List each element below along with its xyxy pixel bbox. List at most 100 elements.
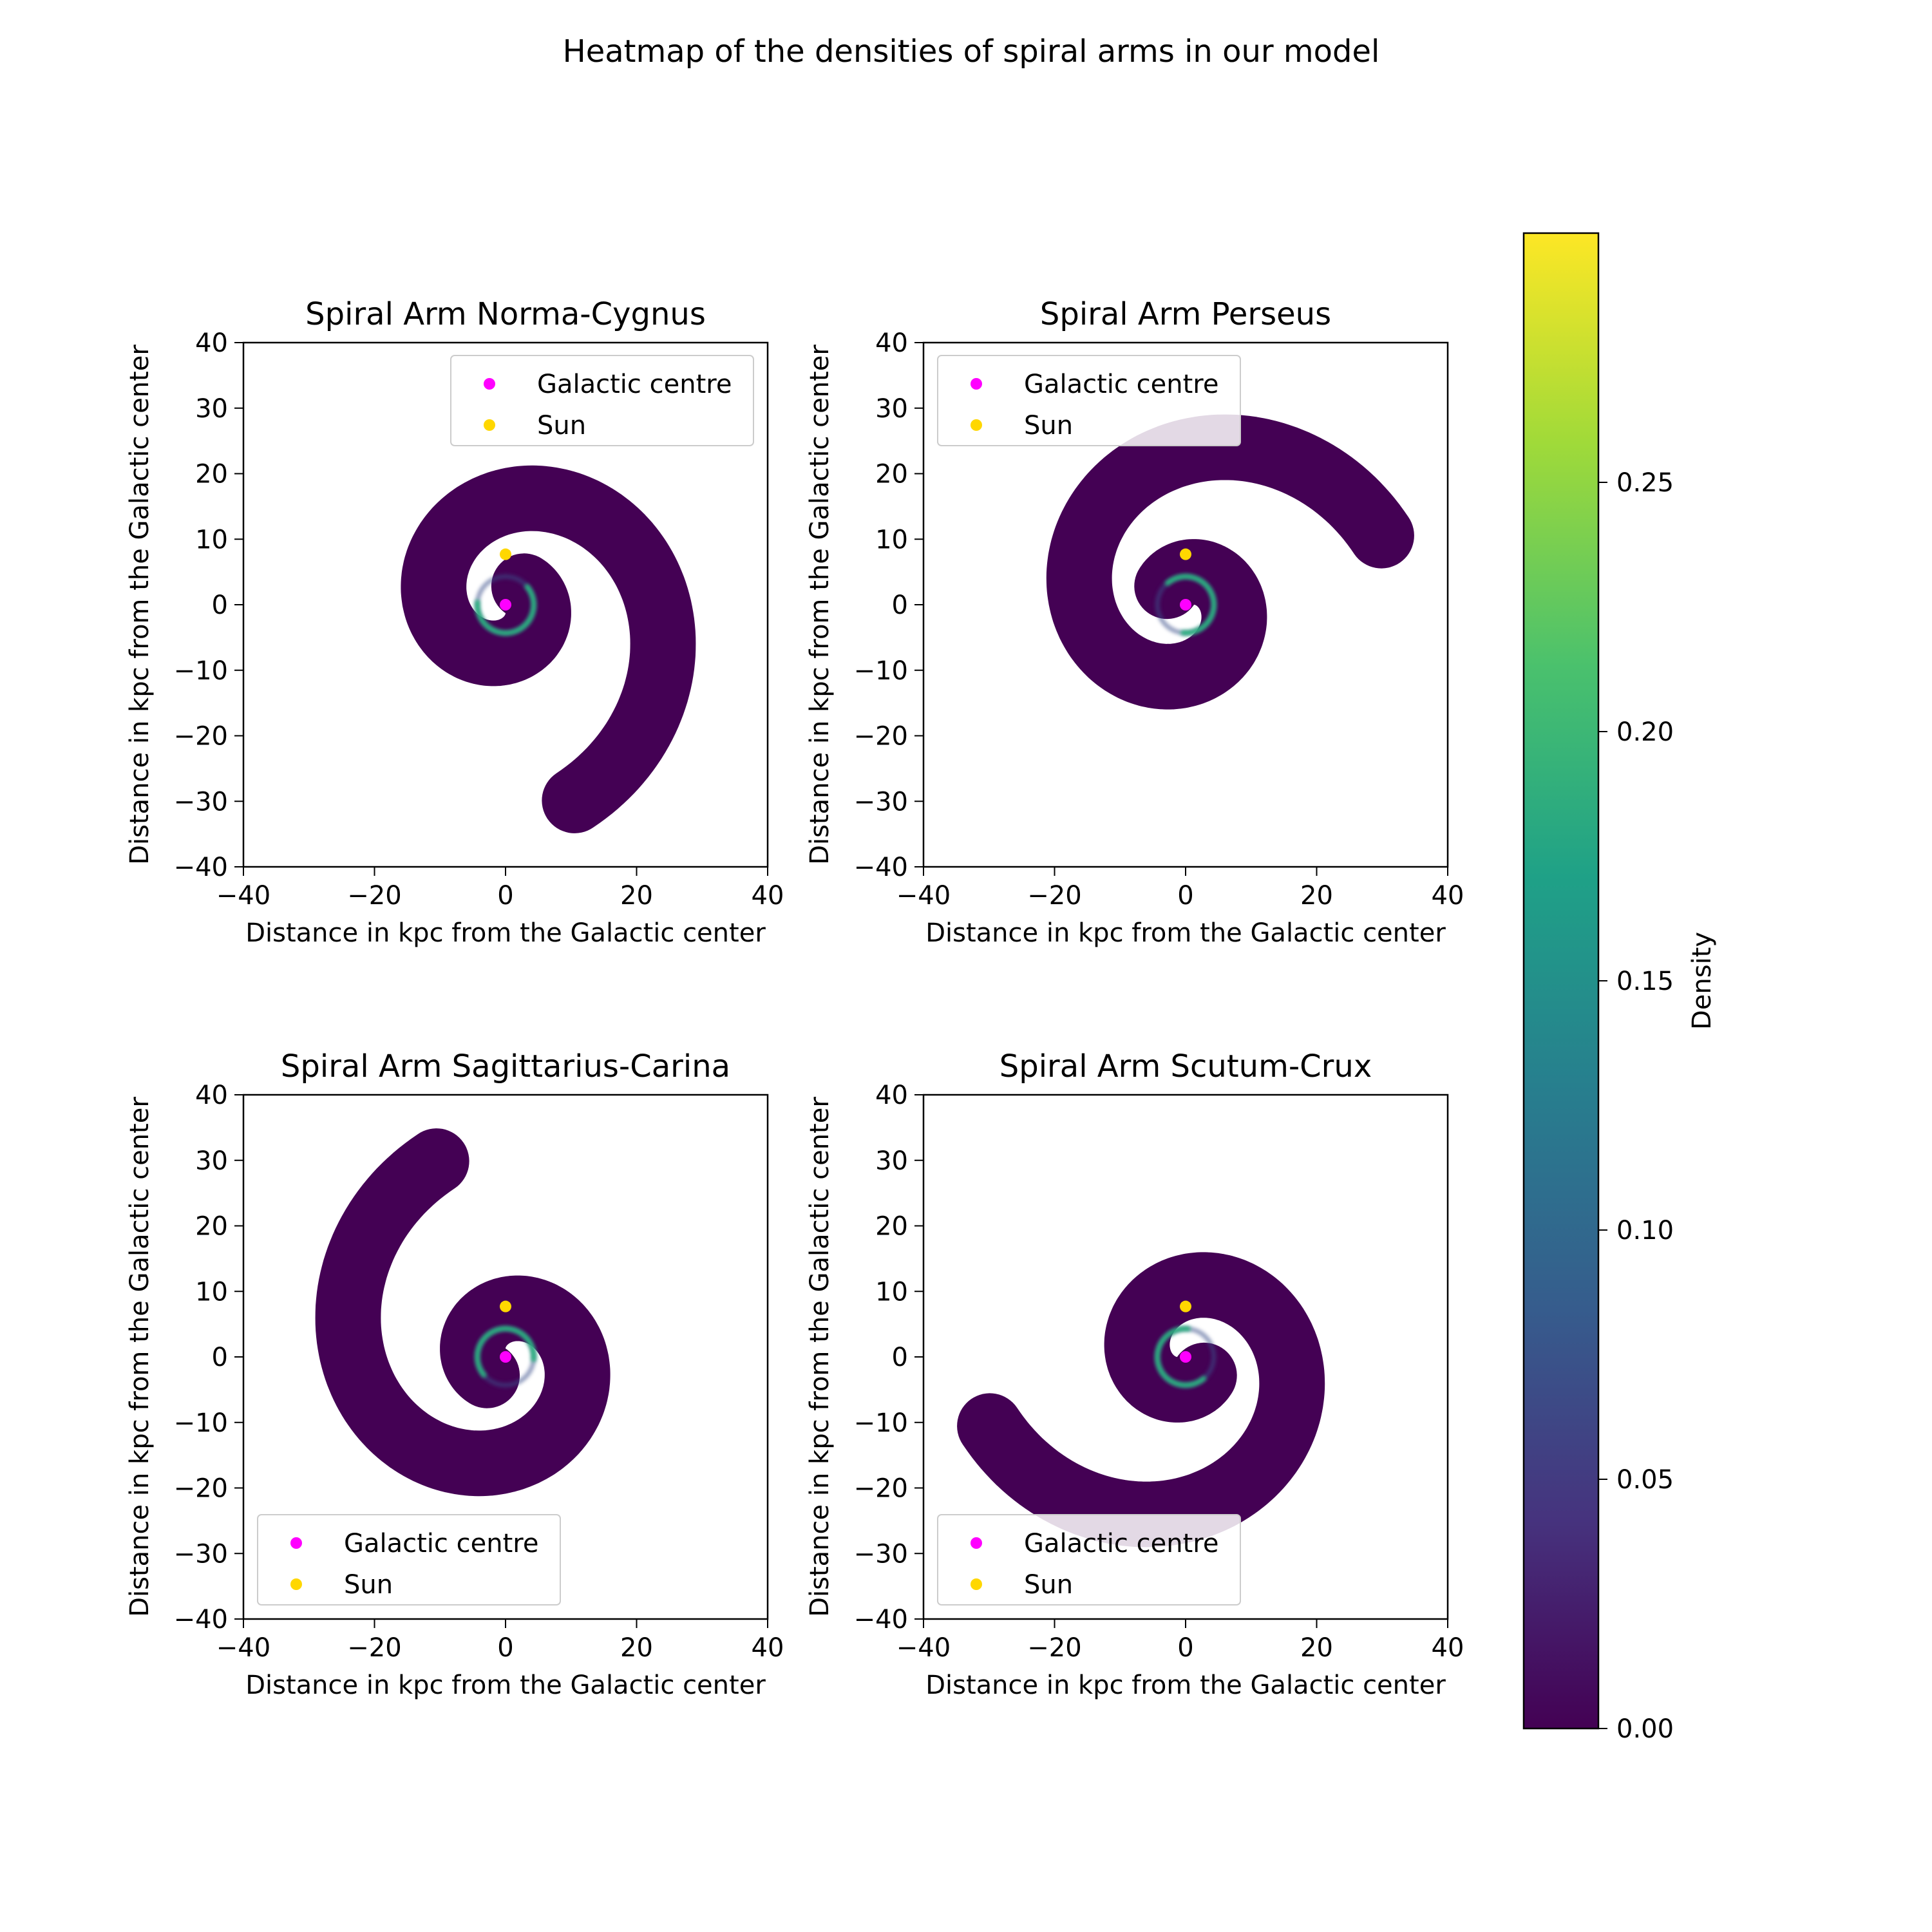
legend-box	[937, 355, 1241, 446]
panel-title: Spiral Arm Sagittarius-Carina	[281, 1048, 730, 1084]
y-tick-label: −40	[174, 853, 228, 882]
legend-marker	[484, 419, 495, 431]
plot-area	[315, 1128, 611, 1497]
x-tick-label: 40	[752, 881, 784, 911]
x-axis-label: Distance in kpc from the Galactic center	[245, 918, 766, 948]
x-tick-label: −40	[896, 881, 951, 911]
y-tick-label: 40	[875, 1081, 908, 1110]
y-axis-label: Distance in kpc from the Galactic center	[125, 345, 155, 865]
x-tick-label: 20	[1300, 881, 1333, 911]
colorbar-tick-label: 0.25	[1616, 468, 1674, 498]
sun-marker	[500, 1300, 511, 1312]
colorbar-tick-label: 0.05	[1616, 1465, 1674, 1495]
legend: Galactic centre Sun	[257, 1514, 561, 1605]
x-ticks: −40 −20 0 20 40	[896, 867, 1464, 911]
colorbar: 0.00 0.05 0.10 0.15 0.20 0.25 Density	[1522, 232, 1717, 1744]
y-tick-label: −10	[854, 656, 908, 686]
plot-area	[1046, 414, 1414, 710]
x-tick-label: 20	[620, 1633, 653, 1663]
legend-marker	[971, 1578, 982, 1590]
y-tick-label: 30	[195, 394, 228, 424]
panel-2: −40 −20 0 20 40 40 30 20 10 0 −10 −20 −30 −40 Spiral A…	[805, 296, 1464, 948]
y-tick-label: −20	[174, 1474, 228, 1504]
legend-box	[937, 1514, 1241, 1605]
y-tick-label: 10	[195, 525, 228, 554]
legend-label: Sun	[1024, 411, 1073, 440]
colorbar-gradient	[1522, 232, 1600, 1730]
legend-label: Galactic centre	[344, 1529, 538, 1558]
y-tick-label: 20	[195, 460, 228, 489]
galactic-centre-marker	[500, 1351, 511, 1363]
legend: Galactic centre Sun	[450, 355, 754, 446]
y-tick-label: 0	[212, 591, 228, 620]
y-tick-label: −40	[854, 1605, 908, 1634]
y-tick-label: 0	[892, 591, 908, 620]
x-tick-label: 0	[497, 1633, 513, 1663]
x-axis-label: Distance in kpc from the Galactic center	[925, 1671, 1446, 1700]
y-tick-label: −30	[854, 787, 908, 817]
y-tick-label: 30	[195, 1146, 228, 1176]
legend-marker	[484, 378, 495, 390]
y-tick-label: 40	[875, 328, 908, 358]
y-tick-label: 10	[195, 1277, 228, 1307]
legend-label: Sun	[537, 411, 586, 440]
legend-marker	[290, 1578, 302, 1590]
y-tick-label: −10	[174, 1408, 228, 1438]
density-arc	[1155, 1326, 1207, 1388]
galactic-centre-marker	[1180, 599, 1191, 611]
legend: Galactic centre Sun	[937, 355, 1241, 446]
legend-label: Galactic centre	[1024, 370, 1218, 399]
x-tick-label: −20	[347, 881, 401, 911]
legend-label: Sun	[344, 1570, 393, 1600]
y-tick-label: −30	[854, 1539, 908, 1569]
panel-title: Spiral Arm Scutum-Crux	[999, 1048, 1372, 1084]
x-tick-label: −40	[216, 1633, 270, 1663]
legend-marker	[290, 1537, 302, 1549]
figure-title: Heatmap of the densities of spiral arms …	[563, 33, 1380, 70]
panel-title: Spiral Arm Perseus	[1040, 296, 1331, 332]
panel-4: −40 −20 0 20 40 40 30 20 10 0 −10 −20 −30 −40 Spiral A…	[805, 1048, 1464, 1700]
y-axis-label: Distance in kpc from the Galactic center	[805, 345, 835, 865]
y-tick-label: −20	[854, 1474, 908, 1504]
galactic-centre-marker	[500, 599, 511, 611]
y-axis-label: Distance in kpc from the Galactic center	[805, 1097, 835, 1617]
panel-3: −40 −20 0 20 40 40 30 20 10 0 −10 −20 −30 −40 Spiral A…	[125, 1048, 784, 1700]
spiral-arm-band	[401, 465, 696, 833]
y-axis-label: Distance in kpc from the Galactic center	[125, 1097, 155, 1617]
x-tick-label: 20	[620, 881, 653, 911]
colorbar-label: Density	[1687, 932, 1717, 1030]
x-tick-label: 0	[1177, 1633, 1193, 1663]
panel-1: −40 −20 0 20 40 40 30 20 10 0 −10 −20 −30 −40 Spiral A…	[125, 296, 784, 948]
colorbar-tick-label: 0.10	[1616, 1216, 1674, 1245]
y-ticks: 40 30 20 10 0 −10 −20 −30 −40	[174, 328, 243, 882]
x-tick-label: 40	[752, 1633, 784, 1663]
x-axis-label: Distance in kpc from the Galactic center	[245, 1671, 766, 1700]
y-tick-label: 20	[195, 1212, 228, 1242]
y-tick-label: 30	[875, 394, 908, 424]
sun-marker	[500, 548, 511, 560]
y-tick-label: 0	[212, 1343, 228, 1372]
x-tick-label: −40	[896, 1633, 951, 1663]
y-tick-label: −40	[854, 853, 908, 882]
legend: Galactic centre Sun	[937, 1514, 1241, 1605]
colorbar-ticks: 0.00 0.05 0.10 0.15 0.20 0.25	[1598, 468, 1674, 1744]
panels: −40 −20 0 20 40 40 30 20 10 0 −10 −20 −30 −40 Spiral A…	[125, 296, 1464, 1700]
legend-marker	[971, 419, 982, 431]
y-tick-label: 30	[875, 1146, 908, 1176]
density-arc	[1164, 574, 1217, 636]
x-tick-label: −40	[216, 881, 270, 911]
sun-marker	[1180, 548, 1191, 560]
y-tick-label: −40	[174, 1605, 228, 1634]
x-ticks: −40 −20 0 20 40	[216, 867, 784, 911]
y-tick-label: 20	[875, 1212, 908, 1242]
y-tick-label: 0	[892, 1343, 908, 1372]
colorbar-tick-label: 0.20	[1616, 717, 1674, 747]
x-tick-label: −20	[1027, 1633, 1081, 1663]
y-tick-label: −20	[174, 722, 228, 752]
y-tick-label: −10	[854, 1408, 908, 1438]
galactic-centre-marker	[1180, 1351, 1191, 1363]
plot-area	[401, 465, 696, 833]
legend-label: Sun	[1024, 1570, 1073, 1600]
x-tick-label: 0	[497, 881, 513, 911]
